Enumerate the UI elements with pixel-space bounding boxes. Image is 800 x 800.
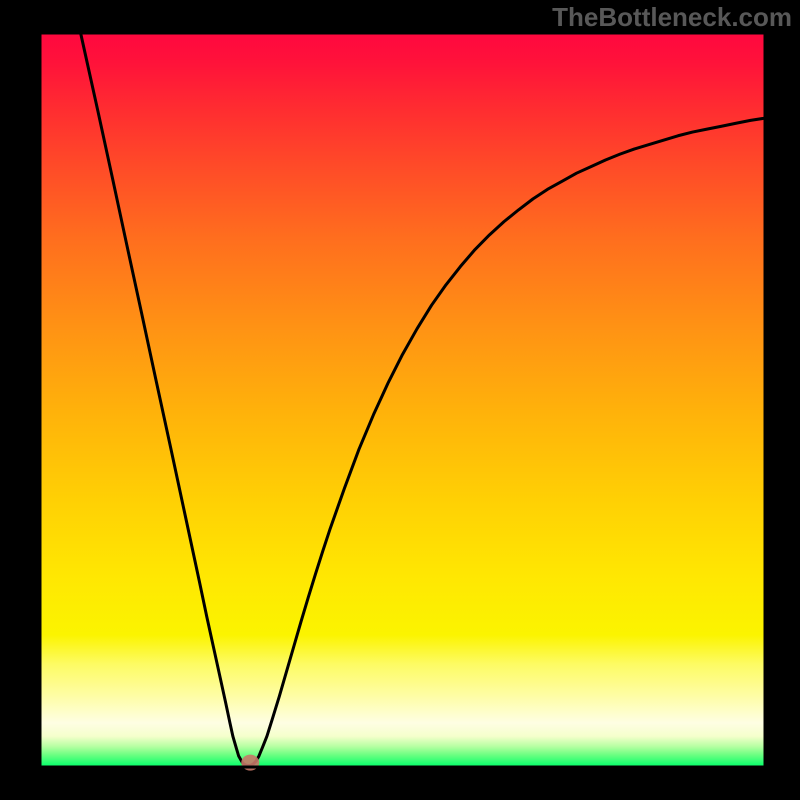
bottleneck-chart: TheBottleneck.com [0,0,800,800]
chart-svg [0,0,800,800]
watermark-text: TheBottleneck.com [552,2,792,33]
